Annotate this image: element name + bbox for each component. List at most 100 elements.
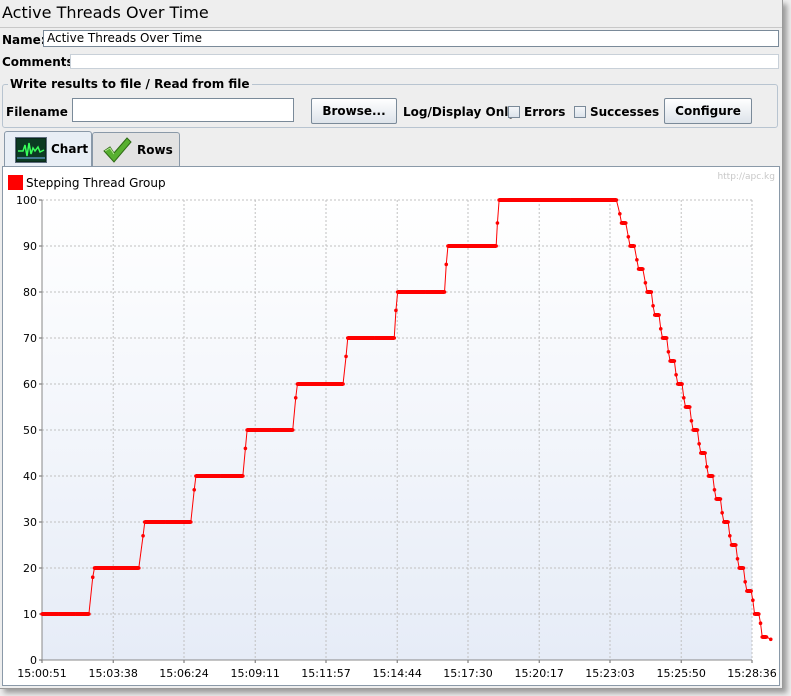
tab-chart[interactable]: Chart xyxy=(4,131,92,167)
data-point xyxy=(466,244,470,248)
series-segment xyxy=(393,310,397,339)
series-segment xyxy=(345,337,349,357)
data-point xyxy=(760,635,765,639)
data-point xyxy=(623,221,628,225)
y-tick-label: 20 xyxy=(23,562,37,575)
data-point xyxy=(689,419,694,423)
x-tick-label: 15:23:03 xyxy=(585,667,634,680)
data-point xyxy=(752,612,757,616)
data-point xyxy=(111,566,116,570)
series-segment xyxy=(633,245,638,260)
series-segment xyxy=(193,475,197,490)
data-point xyxy=(676,382,680,386)
series-segment xyxy=(712,475,715,490)
data-point xyxy=(341,382,345,386)
comments-field[interactable] xyxy=(70,54,779,69)
title-separator xyxy=(0,27,782,28)
data-point xyxy=(192,488,197,492)
series-segment xyxy=(735,544,738,559)
data-point xyxy=(712,488,717,492)
legend-label: Stepping Thread Group xyxy=(26,176,166,190)
data-point xyxy=(344,354,348,359)
tab-chart-label: Chart xyxy=(51,142,89,156)
window-title: Active Threads Over Time xyxy=(2,3,209,22)
data-point xyxy=(737,566,742,570)
series-segment xyxy=(445,245,449,265)
series-segment xyxy=(292,397,297,431)
x-tick-label: 15:17:30 xyxy=(443,667,492,680)
filename-label: Filename xyxy=(6,105,68,119)
data-point xyxy=(293,396,298,400)
data-point xyxy=(651,304,655,308)
file-group-box xyxy=(2,84,778,128)
data-point xyxy=(695,428,700,432)
filename-field[interactable] xyxy=(72,98,294,122)
data-point xyxy=(714,497,718,501)
data-point xyxy=(614,198,619,202)
y-tick-label: 50 xyxy=(23,424,37,437)
data-point xyxy=(680,382,684,386)
tab-rows[interactable]: Rows xyxy=(92,132,180,166)
data-point xyxy=(720,511,724,515)
successes-checkbox[interactable] xyxy=(574,106,586,118)
series-segment xyxy=(658,314,662,329)
data-point xyxy=(768,637,773,642)
log-display-label: Log/Display Only: xyxy=(403,105,521,119)
file-group-title: Write results to file / Read from file xyxy=(8,77,252,91)
series-segment xyxy=(681,383,685,398)
data-point xyxy=(392,336,397,340)
data-point xyxy=(618,212,622,216)
data-point xyxy=(704,465,709,469)
errors-checkbox[interactable] xyxy=(508,106,520,118)
data-point xyxy=(687,405,692,409)
series-segment xyxy=(642,268,646,283)
series-segment xyxy=(190,489,195,523)
series-segment xyxy=(719,498,723,513)
data-point xyxy=(73,612,78,616)
data-point xyxy=(758,621,763,625)
data-point xyxy=(657,313,661,317)
data-point xyxy=(691,428,695,432)
series-segment xyxy=(752,600,756,615)
watermark: http://apc.kg xyxy=(717,172,775,182)
data-point xyxy=(189,520,193,524)
data-point xyxy=(733,543,738,547)
data-point xyxy=(658,327,663,331)
data-point xyxy=(194,474,198,478)
data-point xyxy=(710,474,715,478)
series-segment xyxy=(704,452,708,467)
browse-button[interactable]: Browse... xyxy=(311,98,397,124)
series-segment xyxy=(142,521,146,536)
comments-label: Comments: xyxy=(2,55,79,69)
data-point xyxy=(141,534,145,538)
data-point xyxy=(497,198,501,202)
checkmark-icon xyxy=(101,136,133,167)
window-frame: Active Threads Over Time Name: Active Th… xyxy=(0,0,783,689)
series-segment xyxy=(242,448,246,477)
data-point xyxy=(446,244,450,248)
data-point xyxy=(652,313,657,317)
data-point xyxy=(757,612,761,616)
data-point xyxy=(703,451,707,455)
data-point xyxy=(241,474,245,478)
data-point xyxy=(745,589,749,593)
data-point xyxy=(749,589,753,593)
x-tick-label: 15:06:24 xyxy=(159,667,208,680)
series-segment xyxy=(244,429,248,449)
data-point xyxy=(92,566,97,570)
data-point xyxy=(751,598,755,602)
data-point xyxy=(728,534,732,538)
configure-button[interactable]: Configure xyxy=(664,98,752,124)
series-segment xyxy=(696,429,700,444)
y-tick-label: 90 xyxy=(23,240,37,253)
data-point xyxy=(163,520,168,524)
x-tick-label: 15:03:38 xyxy=(89,667,138,680)
x-tick-label: 15:09:11 xyxy=(231,667,280,680)
data-point xyxy=(372,336,376,340)
series-segment xyxy=(444,264,447,293)
data-point xyxy=(706,474,711,478)
name-field[interactable]: Active Threads Over Time xyxy=(43,30,779,47)
data-point xyxy=(726,520,730,524)
data-point xyxy=(40,612,44,616)
successes-label: Successes xyxy=(590,105,660,119)
